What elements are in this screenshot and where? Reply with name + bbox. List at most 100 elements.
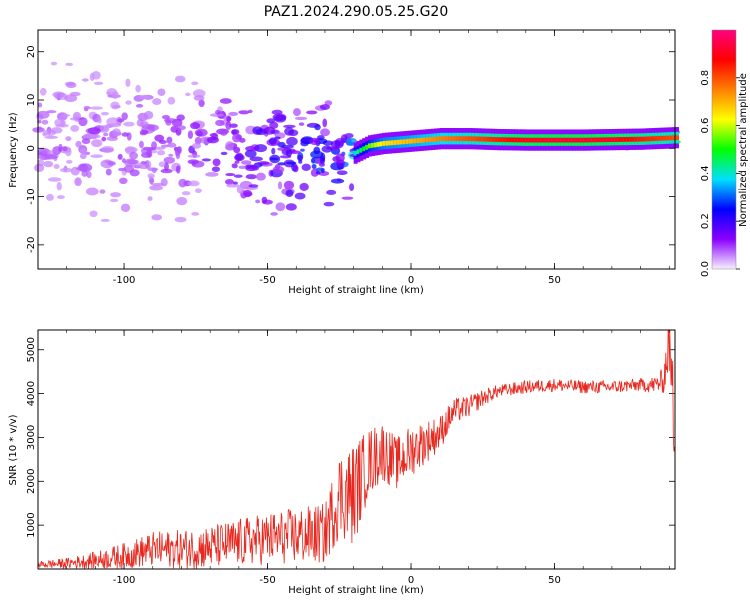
spectrogram-cell bbox=[177, 146, 182, 153]
spectrogram-ridge-cell bbox=[439, 136, 444, 142]
spectrogram-ridge-cell bbox=[591, 137, 596, 143]
spectrogram-ridge-cell bbox=[646, 136, 651, 142]
spectrogram-cell bbox=[320, 128, 330, 137]
spectrogram-cell bbox=[270, 212, 278, 216]
spectrogram-x-axis-label: Height of straight line (km) bbox=[288, 285, 424, 296]
spectrogram-cell bbox=[65, 136, 72, 142]
spectrogram-cell bbox=[284, 127, 295, 136]
spectrogram-ridge-cell bbox=[422, 137, 427, 143]
spectrogram-cell bbox=[111, 90, 119, 99]
spectrogram-x-tick-labels: -100 -50 0 50 bbox=[113, 275, 561, 286]
spectrogram-ridge-cell bbox=[672, 135, 677, 141]
spectrogram-heatmap bbox=[32, 61, 681, 223]
spectrogram-ridge-cell bbox=[465, 136, 470, 142]
spectrogram-cell bbox=[178, 178, 188, 188]
spectrogram-cell bbox=[293, 108, 301, 117]
spectrogram-cell bbox=[207, 136, 219, 144]
snr-x-tick-label: -50 bbox=[259, 575, 275, 586]
spectrogram-cell bbox=[158, 161, 166, 168]
spectrogram-x-tick-label: -100 bbox=[113, 275, 136, 286]
spectrogram-cell bbox=[91, 71, 101, 80]
spectrogram-ridge-cell bbox=[411, 138, 416, 144]
snr-y-tick-label: 2000 bbox=[26, 469, 37, 494]
spectrogram-cell bbox=[147, 124, 159, 132]
spectrogram-cell bbox=[225, 173, 236, 177]
spectrogram-cell bbox=[181, 191, 191, 196]
spectrogram-cell bbox=[103, 132, 109, 137]
spectrogram-cell bbox=[154, 134, 165, 142]
spectrogram-ridge-cell bbox=[376, 142, 381, 147]
snr-x-axis-label: Height of straight line (km) bbox=[288, 585, 424, 596]
spectrogram-ridge-cell bbox=[663, 135, 668, 141]
spectrogram-ridge-cell bbox=[571, 137, 576, 143]
spectrogram-cell bbox=[93, 81, 104, 86]
spectrogram-ridge-cell bbox=[660, 135, 665, 141]
spectrogram-cell bbox=[194, 136, 202, 145]
spectrogram-cell bbox=[138, 140, 144, 149]
spectrogram-cell bbox=[310, 168, 319, 177]
spectrogram-cell bbox=[117, 118, 125, 123]
spectrogram-y-tick-labels: -20 -10 0 10 20 bbox=[26, 45, 37, 253]
colorbar-tick-label: 0.2 bbox=[700, 213, 711, 229]
spectrogram-cell bbox=[124, 146, 138, 153]
spectrogram-cell bbox=[285, 203, 297, 211]
spectrogram-ridge-cell bbox=[543, 137, 548, 143]
spectrogram-cell bbox=[219, 128, 228, 136]
spectrogram-cell bbox=[65, 82, 77, 89]
spectrogram-ridge-cell bbox=[379, 141, 384, 147]
spectrogram-ridge-cell bbox=[494, 137, 499, 142]
spectrogram-ridge-cell bbox=[583, 137, 588, 143]
spectrogram-ridge-cell bbox=[617, 137, 622, 142]
spectrogram-cell bbox=[59, 113, 71, 118]
spectrogram-cell bbox=[215, 119, 225, 127]
spectrogram-cell bbox=[240, 160, 252, 165]
spectrogram-ridge-cell bbox=[514, 137, 519, 143]
spectrogram-cell bbox=[309, 137, 320, 146]
spectrogram-ridge-cell bbox=[373, 142, 378, 148]
spectrogram-ridge-cell bbox=[405, 139, 410, 144]
spectrogram-ridge-cell bbox=[456, 136, 461, 142]
spectrogram-ridge-cell bbox=[623, 136, 628, 142]
spectrogram-cell bbox=[110, 192, 122, 198]
spectrogram-cell bbox=[191, 160, 205, 168]
spectrogram-cell bbox=[215, 110, 221, 115]
spectrogram-cell bbox=[117, 153, 123, 160]
spectrogram-cell bbox=[257, 161, 270, 165]
spectrogram-ridge-cell bbox=[399, 139, 404, 145]
spectrogram-cell bbox=[146, 149, 153, 158]
spectrogram-cell bbox=[210, 113, 224, 117]
spectrogram-ridge-cell bbox=[402, 139, 407, 145]
spectrogram-x-tick-label: 0 bbox=[408, 275, 414, 286]
colorbar-tick-label: 0.6 bbox=[700, 118, 711, 134]
spectrogram-ridge-cell bbox=[522, 137, 527, 143]
spectrogram-ridge-cell bbox=[396, 139, 401, 145]
spectrogram-cell bbox=[106, 136, 119, 141]
spectrogram-cell bbox=[118, 167, 125, 172]
snr-y-tick-label: 1000 bbox=[26, 512, 37, 537]
spectrogram-cell bbox=[129, 169, 140, 177]
spectrogram-cell bbox=[301, 163, 311, 172]
spectrogram-ridge-cell bbox=[548, 137, 553, 143]
spectrogram-cell bbox=[232, 181, 238, 185]
spectrogram-cell bbox=[79, 153, 87, 160]
spectrogram-cell bbox=[50, 61, 58, 66]
spectrogram-cell bbox=[234, 154, 245, 162]
spectrogram-ridge-cell bbox=[563, 137, 568, 143]
snr-x-tick-label: -100 bbox=[113, 575, 136, 586]
spectrogram-ridge-cell bbox=[606, 137, 611, 143]
spectrogram-ridge-cell bbox=[413, 138, 418, 144]
spectrogram-cell bbox=[52, 91, 65, 98]
spectrogram-cell bbox=[175, 165, 181, 174]
spectrogram-cell bbox=[120, 203, 131, 212]
spectrogram-ridge-cell bbox=[652, 136, 657, 142]
spectrogram-cell bbox=[60, 119, 65, 128]
spectrogram-cell bbox=[292, 165, 299, 173]
spectrogram-ridge-cell bbox=[408, 138, 413, 144]
spectrogram-ridge-cell bbox=[545, 137, 550, 143]
spectrogram-frame bbox=[37, 29, 676, 270]
spectrogram-cell bbox=[91, 139, 103, 148]
spectrogram-ridge-cell bbox=[459, 136, 464, 142]
colorbar-tick-label: 0.0 bbox=[700, 261, 711, 277]
spectrogram-cell bbox=[158, 139, 167, 144]
spectrogram-ridge-cell bbox=[520, 137, 525, 143]
